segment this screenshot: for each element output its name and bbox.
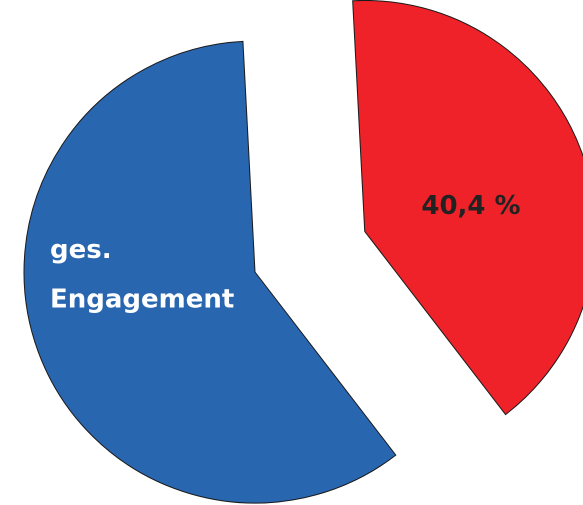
slices-layer	[23, 0, 583, 504]
pie-slice-label-line: Engagement	[50, 284, 234, 314]
pie-slice-2	[23, 40, 397, 504]
pie-slice-1	[352, 0, 583, 416]
pie-slice-label-2: ges. Engagement	[50, 235, 234, 314]
pie-slice-label-line: ges.	[50, 235, 112, 265]
pie-slice-label-1: 40,4 %	[421, 191, 520, 221]
pie-slice-label-line: 40,4 %	[421, 191, 520, 221]
labels-layer: 40,4 % ges. Engagement	[50, 191, 521, 314]
